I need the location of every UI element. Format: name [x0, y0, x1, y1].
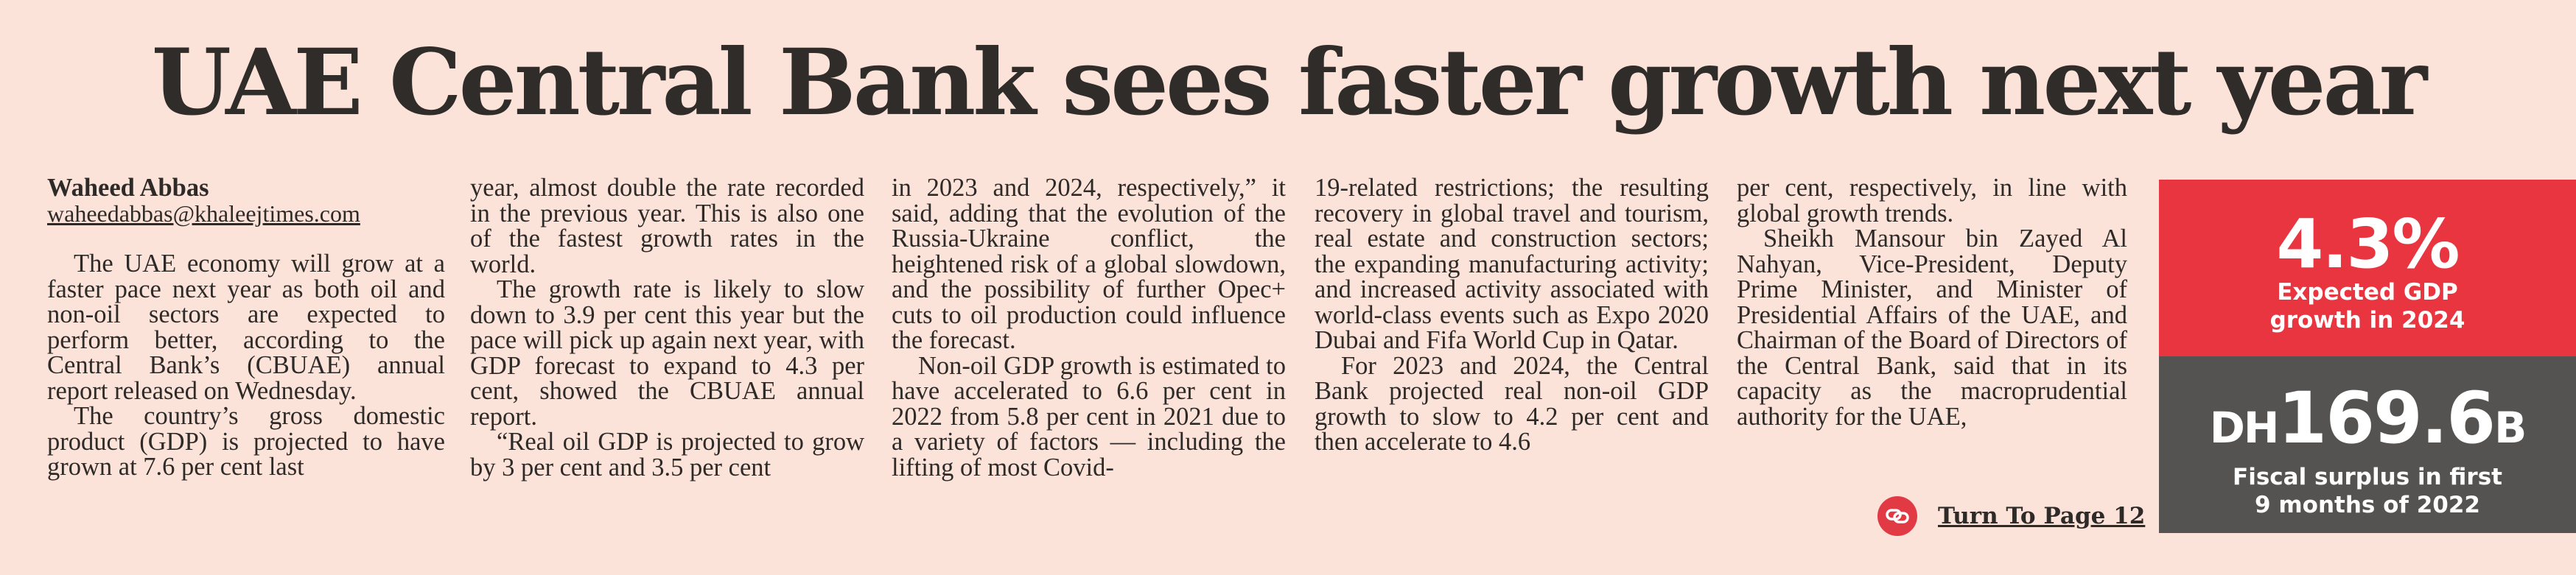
fiscal-surplus-stat: DH169.6B Fiscal surplus in first 9 month… — [2159, 356, 2576, 533]
headline: UAE Central Bank sees faster growth next… — [151, 29, 2427, 136]
paragraph: The growth rate is likely to slow down t… — [470, 275, 864, 431]
paragraph: The UAE economy will grow at a faster pa… — [47, 250, 445, 405]
gdp-growth-stat: 4.3% Expected GDP growth in 2024 — [2159, 180, 2576, 356]
gdp-growth-value: 4.3% — [2276, 205, 2460, 283]
turn-page-icon — [1877, 496, 1917, 536]
fiscal-surplus-caption-2: 9 months of 2022 — [2254, 492, 2481, 518]
paragraph: Sheikh Mansour bin Zayed Al Nahyan, Vice… — [1737, 225, 2127, 431]
fiscal-surplus-caption-1: Fiscal surplus in first — [2233, 464, 2502, 490]
gdp-growth-caption-1: Expected GDP — [2277, 279, 2458, 306]
surplus-suffix: B — [2494, 403, 2527, 453]
paragraph: per cent, respectively, in line with glo… — [1737, 174, 2127, 227]
paragraph: “Real oil GDP is projected to grow by 3 … — [470, 428, 864, 481]
paragraph: in 2023 and 2024, respectively,” it said… — [892, 174, 1286, 354]
article-column-5: per cent, respectively, in line with glo… — [1737, 175, 2127, 429]
gdp-growth-caption-2: growth in 2024 — [2269, 307, 2465, 334]
turn-to-page-label[interactable]: Turn To Page 12 — [1938, 503, 2146, 529]
turn-to-page-link[interactable]: Turn To Page 12 — [1877, 496, 2145, 536]
paragraph: For 2023 and 2024, the Central Bank proj… — [1315, 351, 1709, 456]
currency-label: DH — [2209, 403, 2280, 453]
byline-author: Waheed Abbas — [47, 174, 209, 202]
paragraph: year, almost double the rate recorded in… — [470, 174, 864, 278]
article-column-3: in 2023 and 2024, respectively,” it said… — [892, 175, 1286, 480]
byline-email[interactable]: waheedabbas@khaleejtimes.com — [47, 200, 360, 227]
surplus-amount: 169.6 — [2278, 377, 2496, 459]
article-column-4: 19-related restrictions; the resulting r… — [1315, 175, 1709, 455]
fiscal-surplus-value: DH169.6B — [2159, 356, 2576, 463]
article-column-2: year, almost double the rate recorded in… — [470, 175, 864, 480]
paragraph: The country’s gross domestic product (GD… — [47, 402, 445, 481]
article-column-1: Waheed Abbas waheedabbas@khaleejtimes.co… — [47, 175, 445, 480]
paragraph: Non-oil GDP growth is estimated to have … — [892, 351, 1286, 481]
paragraph: 19-related restrictions; the resulting r… — [1315, 174, 1709, 354]
